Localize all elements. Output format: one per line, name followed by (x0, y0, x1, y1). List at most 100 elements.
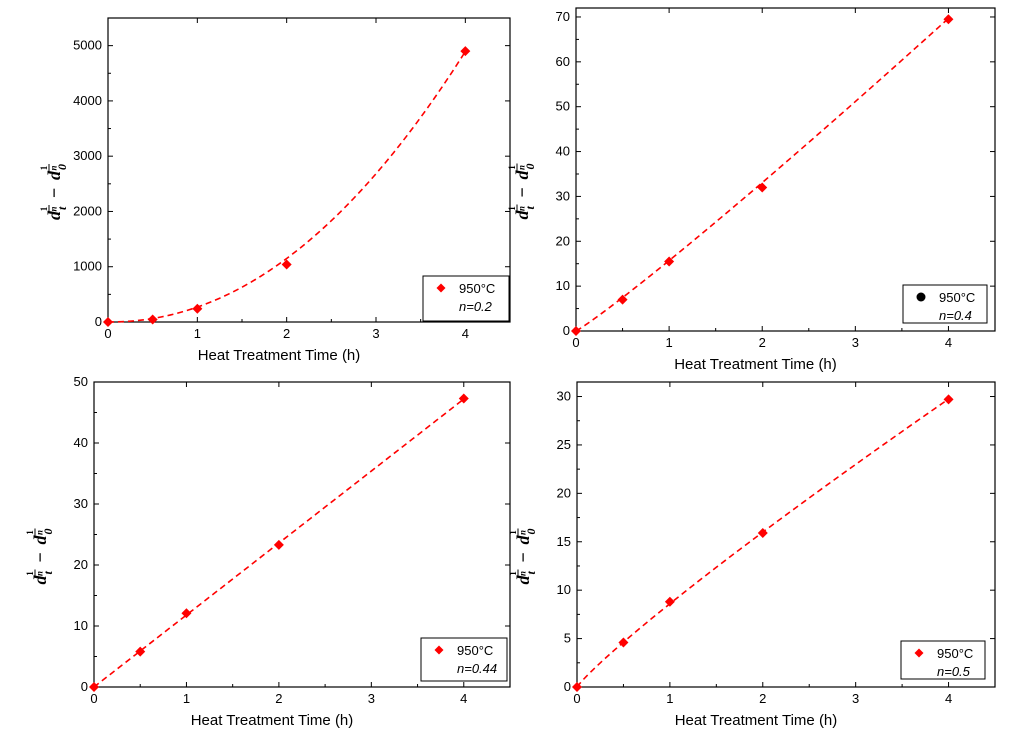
data-point (147, 314, 158, 325)
legend: 950°C n=0.5 (900, 640, 986, 680)
y-tick-label: 0 (563, 323, 570, 338)
data-point (192, 303, 203, 314)
ylabel-sub-t: t (524, 571, 538, 575)
ylabel-minus: − (44, 188, 64, 198)
ylabel-sub-0: 0 (55, 164, 69, 170)
y-tick-label: 3000 (73, 148, 102, 163)
y-tick-label: 20 (557, 485, 571, 500)
y-axis-label: dt1 n−d01 n (507, 163, 537, 220)
data-point (460, 46, 471, 57)
y-tick-label: 0 (81, 679, 88, 694)
y-tick-label: 5 (564, 631, 571, 646)
data-point (757, 528, 768, 539)
x-tick-label: 4 (462, 326, 469, 341)
ylabel-frac-den: n (518, 571, 528, 576)
ylabel-frac-num: 1 (39, 165, 49, 170)
x-tick-label: 1 (194, 326, 201, 341)
data-point (103, 317, 113, 327)
x-tick-label: 4 (945, 691, 952, 706)
ylabel-frac-num: 1 (507, 206, 517, 211)
x-tick-label: 1 (665, 335, 672, 350)
data-point (281, 259, 292, 270)
x-tick-label: 3 (368, 691, 375, 706)
y-tick-label: 40 (556, 144, 570, 159)
y-tick-label: 5000 (73, 38, 102, 53)
ylabel-d0: d (44, 170, 64, 180)
data-point (181, 608, 192, 619)
data-point (618, 637, 629, 648)
ylabel-d0: d (30, 535, 50, 545)
y-tick-label: 50 (74, 374, 88, 389)
legend-label: 950°C (939, 290, 975, 305)
fit-curve (575, 17, 949, 332)
data-point (572, 682, 582, 692)
ylabel-minus: − (513, 552, 533, 562)
legend-box (420, 637, 508, 682)
y-tick-label: 20 (74, 557, 88, 572)
x-axis-title: Heat Treatment Time (h) (674, 356, 837, 373)
x-tick-label: 4 (945, 335, 952, 350)
plot-frame (576, 381, 996, 688)
data-point (273, 539, 284, 550)
x-axis-title: Heat Treatment Time (h) (191, 712, 354, 729)
fit-curve (576, 398, 950, 688)
legend-box (902, 284, 988, 324)
ylabel-frac-den: n (49, 165, 59, 170)
ylabel-sub-0: 0 (41, 529, 55, 535)
legend-n-label: n=0.4 (939, 308, 972, 323)
x-tick-label: 1 (666, 691, 673, 706)
data-point (617, 294, 628, 305)
data-point (943, 14, 954, 25)
data-point (135, 646, 146, 657)
y-tick-label: 70 (556, 9, 570, 24)
x-tick-label: 4 (460, 691, 467, 706)
x-tick-label: 1 (183, 691, 190, 706)
ylabel-frac-den: n (49, 206, 59, 211)
y-tick-label: 15 (557, 534, 571, 549)
ylabel-minus: − (30, 552, 50, 562)
x-tick-label: 0 (573, 691, 580, 706)
x-tick-label: 0 (90, 691, 97, 706)
ylabel-frac-den: n (517, 206, 527, 211)
data-point (943, 394, 954, 405)
x-tick-label: 2 (759, 691, 766, 706)
x-tick-label: 2 (283, 326, 290, 341)
y-axis-label: dt1 n−d01 n (508, 528, 538, 585)
ylabel-frac-num: 1 (508, 530, 518, 535)
ylabel-sub-0: 0 (523, 164, 537, 170)
fit-curve (107, 51, 467, 323)
chart-panel-1: 0 1 2 3 4 0 1000 2000 3000 4000 5000 Heat Treatment… (39, 17, 511, 364)
x-axis-title: Heat Treatment Time (h) (675, 712, 838, 729)
legend-n-label: n=0.2 (459, 299, 493, 314)
legend-marker (436, 283, 446, 293)
ylabel-d: d (513, 575, 533, 585)
y-tick-label: 20 (556, 233, 570, 248)
y-tick-label: 60 (556, 54, 570, 69)
y-tick-label: 10 (74, 618, 88, 633)
plot-frame (107, 17, 511, 323)
ylabel-sub-t: t (41, 571, 55, 575)
ylabel-d: d (44, 210, 64, 220)
data-point (757, 182, 768, 193)
x-tick-label: 3 (852, 335, 859, 350)
legend-box (422, 275, 510, 322)
ylabel-sub-0: 0 (524, 529, 538, 535)
x-tick-label: 2 (275, 691, 282, 706)
ylabel-d: d (30, 575, 50, 585)
ylabel-sub-t: t (523, 206, 537, 210)
legend-marker (916, 292, 926, 302)
y-tick-label: 10 (557, 582, 571, 597)
data-point (664, 596, 675, 607)
legend: 950°C n=0.2 (422, 275, 510, 322)
data-point (664, 256, 675, 267)
x-tick-label: 3 (372, 326, 379, 341)
x-tick-label: 3 (852, 691, 859, 706)
x-tick-label: 0 (104, 326, 111, 341)
legend-box (900, 640, 986, 680)
legend-label: 950°C (459, 281, 495, 296)
ylabel-frac-num: 1 (25, 530, 35, 535)
y-tick-label: 25 (557, 437, 571, 452)
legend: 950°C n=0.44 (420, 637, 508, 682)
